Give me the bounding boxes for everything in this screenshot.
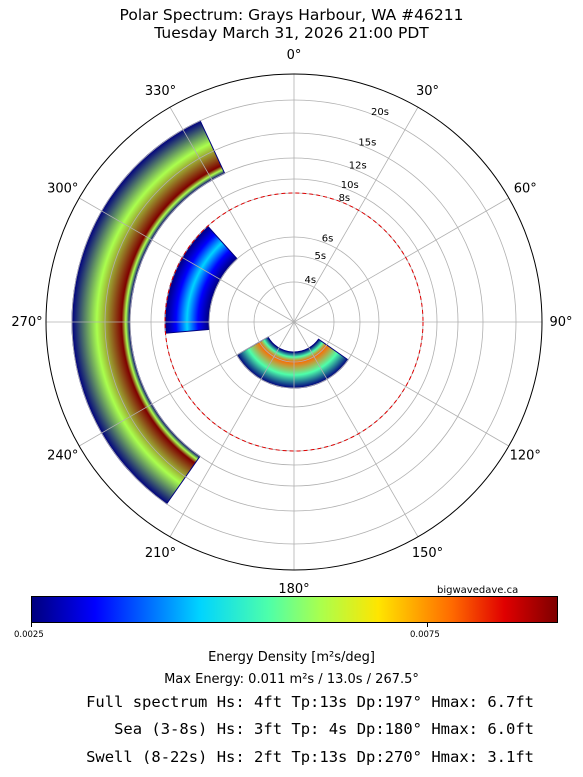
angle-tick-label: 330° bbox=[145, 84, 176, 99]
angle-tick-label: 30° bbox=[416, 84, 439, 99]
radial-tick-label: 5s bbox=[314, 251, 326, 262]
angle-tick-label: 150° bbox=[412, 546, 443, 561]
angular-gridline bbox=[293, 321, 509, 447]
colorbar-label: Energy Density [m²s/deg] bbox=[208, 650, 375, 665]
radial-tick-label: 10s bbox=[341, 180, 359, 191]
angle-tick-label: 120° bbox=[510, 449, 541, 464]
angular-gridline bbox=[293, 197, 509, 323]
angle-tick-label: 60° bbox=[514, 182, 537, 197]
angular-gridline bbox=[169, 107, 295, 323]
colorbar bbox=[31, 596, 558, 623]
radial-tick-label: 15s bbox=[358, 137, 376, 148]
angular-gridline bbox=[293, 321, 419, 537]
angular-gridline bbox=[79, 197, 295, 323]
chart-title: Polar Spectrum: Grays Harbour, WA #46211 bbox=[119, 6, 464, 24]
radial-tick-label: 4s bbox=[305, 275, 317, 286]
radial-tick-label: 6s bbox=[322, 233, 334, 244]
angle-tick-label: 240° bbox=[47, 449, 78, 464]
angle-tick-label: 210° bbox=[145, 546, 176, 561]
angle-tick-label: 90° bbox=[549, 315, 572, 330]
angular-gridline bbox=[169, 321, 295, 537]
polar-frame bbox=[45, 73, 543, 571]
colorbar-tick bbox=[31, 623, 32, 627]
radial-tick-label: 12s bbox=[349, 160, 367, 171]
angle-tick-label: 180° bbox=[278, 582, 309, 597]
sea-swell-boundary bbox=[164, 192, 424, 452]
angular-gridline bbox=[79, 321, 295, 447]
colorbar-tick-label-mid: 0.0075 bbox=[410, 630, 440, 640]
polar-plot: 0° 30° 60° 90° 120° 150° 180° 210° 240° 270° 300° 3… bbox=[11, 48, 572, 597]
credit-text: bigwavedave.ca bbox=[437, 585, 519, 596]
angle-tick-label: 300° bbox=[47, 182, 78, 197]
sea-stats: Sea (3-8s) Hs: 3ft Tp: 4s Dp:180° Hmax: … bbox=[114, 720, 534, 738]
max-energy-text: Max Energy: 0.011 m²s / 13.0s / 267.5° bbox=[164, 672, 419, 687]
radial-tick-label: 8s bbox=[339, 193, 351, 204]
colorbar-tick bbox=[427, 623, 428, 627]
chart-subtitle: Tuesday March 31, 2026 21:00 PDT bbox=[154, 24, 429, 42]
energy-blob bbox=[236, 336, 349, 389]
full-spectrum-stats: Full spectrum Hs: 4ft Tp:13s Dp:197° Hma… bbox=[86, 693, 534, 711]
angular-gridline bbox=[293, 107, 419, 323]
colorbar-tick-label-min: 0.0025 bbox=[14, 630, 44, 640]
radial-tick-label: 20s bbox=[371, 107, 389, 118]
angle-tick-label: 270° bbox=[11, 315, 42, 330]
angle-tick-label: 0° bbox=[287, 48, 302, 63]
swell-stats: Swell (8-22s) Hs: 2ft Tp:13s Dp:270° Hma… bbox=[86, 748, 534, 766]
